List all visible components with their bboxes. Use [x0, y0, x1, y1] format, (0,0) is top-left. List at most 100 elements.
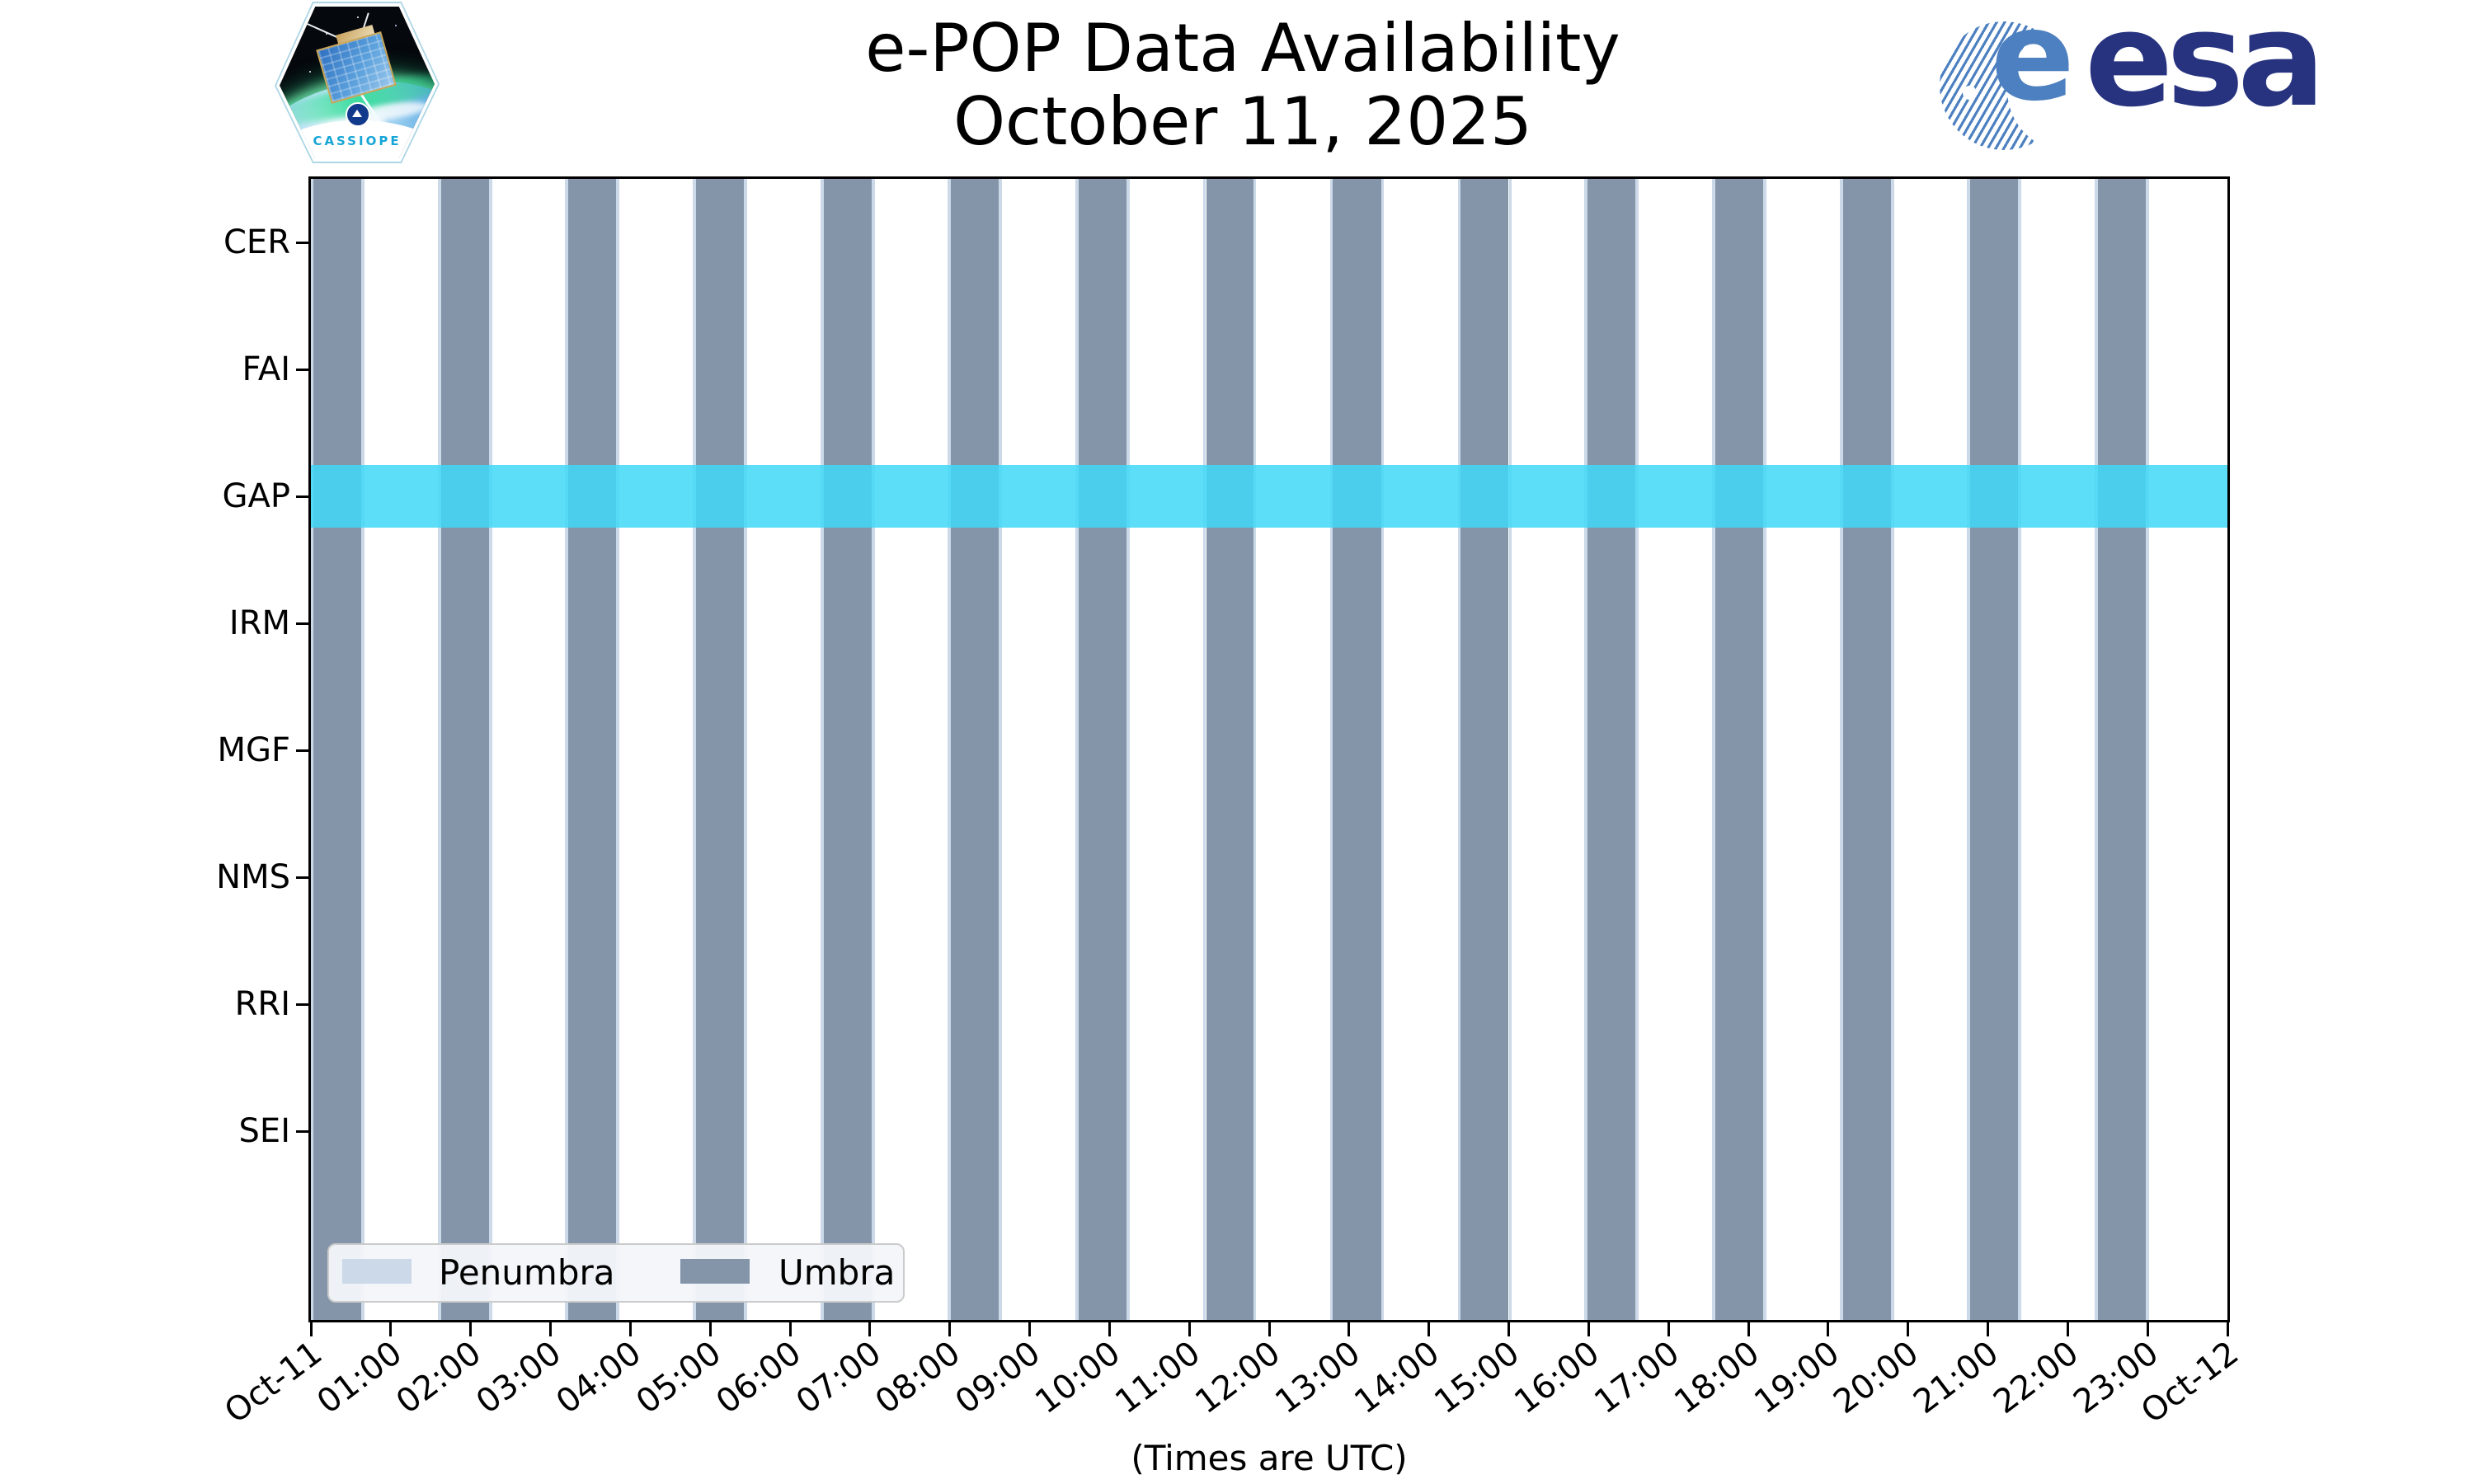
- patch-artwork: CASSIOPE: [280, 7, 435, 158]
- x-tick: [1987, 1321, 1989, 1336]
- penumbra-strip: [1457, 179, 1461, 1320]
- y-tick-label-mgf: MGF: [217, 731, 290, 769]
- esa-wordmark: esa: [2085, 0, 2326, 136]
- chart-title: e-POP Data Availability: [865, 10, 1620, 87]
- y-tick-label-fai: FAI: [242, 350, 291, 388]
- penumbra-strip: [1075, 179, 1079, 1320]
- penumbra-strip: [871, 179, 875, 1320]
- penumbra-strip: [1202, 179, 1206, 1320]
- gap-availability-band: [311, 465, 2227, 528]
- penumbra-strip: [1712, 179, 1716, 1320]
- x-tick-label: 14:00: [1348, 1334, 1447, 1422]
- penumbra-strip: [1508, 179, 1512, 1320]
- penumbra-strip: [2146, 179, 2150, 1320]
- x-tick: [1348, 1321, 1351, 1336]
- x-tick: [1188, 1321, 1191, 1336]
- x-tick: [2146, 1321, 2149, 1336]
- x-tick-label: 21:00: [1907, 1334, 2006, 1422]
- x-tick: [948, 1321, 952, 1336]
- umbra-bar: [1078, 179, 1126, 1320]
- x-tick: [469, 1321, 473, 1336]
- x-tick: [2066, 1321, 2069, 1336]
- penumbra-strip: [1380, 179, 1385, 1320]
- umbra-bar: [567, 179, 616, 1320]
- y-tick: [296, 1129, 311, 1133]
- x-tick: [1268, 1321, 1271, 1336]
- y-tick-label-rri: RRI: [234, 985, 290, 1023]
- x-tick: [1907, 1321, 1910, 1336]
- penumbra-strip: [820, 179, 824, 1320]
- x-tick-label: 19:00: [1747, 1334, 1846, 1422]
- penumbra-strip: [564, 179, 568, 1320]
- penumbra-strip: [437, 179, 441, 1320]
- umbra-bar: [1206, 179, 1253, 1320]
- penumbra-strip: [743, 179, 747, 1320]
- umbra-bar: [950, 179, 999, 1320]
- x-tick: [1108, 1321, 1111, 1336]
- umbra-bar: [1460, 179, 1509, 1320]
- penumbra-strip: [1967, 179, 1971, 1320]
- x-tick-label: 04:00: [549, 1334, 649, 1422]
- x-tick: [788, 1321, 792, 1336]
- penumbra-strip: [2018, 179, 2022, 1320]
- x-tick: [309, 1321, 313, 1336]
- x-tick: [708, 1321, 712, 1336]
- y-tick: [296, 241, 311, 244]
- cassiope-logo: CASSIOPE: [275, 2, 440, 163]
- x-tick: [2226, 1321, 2229, 1336]
- x-tick: [1507, 1321, 1510, 1336]
- esa-logo: e esa: [1930, 0, 2326, 162]
- penumbra-strip: [998, 179, 1002, 1320]
- umbra-bar: [313, 179, 361, 1320]
- penumbra-strip: [1763, 179, 1767, 1320]
- umbra-bar: [1843, 179, 1892, 1320]
- x-tick-label: 09:00: [948, 1334, 1048, 1422]
- penumbra-strip: [692, 179, 696, 1320]
- penumbra-strip: [615, 179, 619, 1320]
- penumbra-strip: [1253, 179, 1257, 1320]
- x-tick: [1028, 1321, 1031, 1336]
- x-tick: [549, 1321, 552, 1336]
- x-tick-label: 02:00: [389, 1334, 489, 1422]
- x-axis-caption: (Times are UTC): [1131, 1438, 1408, 1478]
- x-tick-label: 05:00: [629, 1334, 728, 1422]
- x-tick-label: 20:00: [1827, 1334, 1926, 1422]
- legend-label-umbra: Umbra: [778, 1252, 896, 1293]
- x-tick: [628, 1321, 632, 1336]
- penumbra-strip: [1329, 179, 1333, 1320]
- x-tick: [1427, 1321, 1431, 1336]
- umbra-bar: [1715, 179, 1764, 1320]
- x-tick: [1747, 1321, 1750, 1336]
- chart-title-block: e-POP Data Availability October 11, 2025: [865, 12, 1620, 158]
- umbra-bar: [1333, 179, 1381, 1320]
- penumbra-strip: [488, 179, 492, 1320]
- y-tick: [296, 368, 311, 371]
- umbra-bar: [695, 179, 744, 1320]
- x-tick-label: 07:00: [788, 1334, 888, 1422]
- penumbra-strip: [1584, 179, 1588, 1320]
- legend-label-penumbra: Penumbra: [439, 1252, 615, 1293]
- x-tick: [868, 1321, 872, 1336]
- penumbra-strip: [1891, 179, 1895, 1320]
- y-tick: [296, 749, 311, 752]
- umbra-bar: [1587, 179, 1636, 1320]
- y-tick: [296, 876, 311, 879]
- penumbra-strip: [1840, 179, 1844, 1320]
- x-tick-label: 15:00: [1427, 1334, 1527, 1422]
- umbra-bar: [2098, 179, 2147, 1320]
- x-tick-label: 03:00: [469, 1334, 569, 1422]
- x-tick-label: 06:00: [708, 1334, 808, 1422]
- x-tick: [1587, 1321, 1590, 1336]
- y-tick-label-irm: IRM: [228, 604, 290, 642]
- plot-area: Penumbra Umbra: [308, 176, 2230, 1322]
- y-tick-label-nms: NMS: [216, 858, 290, 896]
- x-tick-label: 16:00: [1507, 1334, 1607, 1422]
- y-tick: [296, 495, 311, 498]
- x-tick-label: 12:00: [1188, 1334, 1287, 1422]
- y-tick: [296, 622, 311, 625]
- x-tick-label: 11:00: [1108, 1334, 1207, 1422]
- umbra-bar: [1970, 179, 2019, 1320]
- penumbra-swatch: [342, 1259, 412, 1284]
- csa-roundel-icon: [346, 102, 370, 127]
